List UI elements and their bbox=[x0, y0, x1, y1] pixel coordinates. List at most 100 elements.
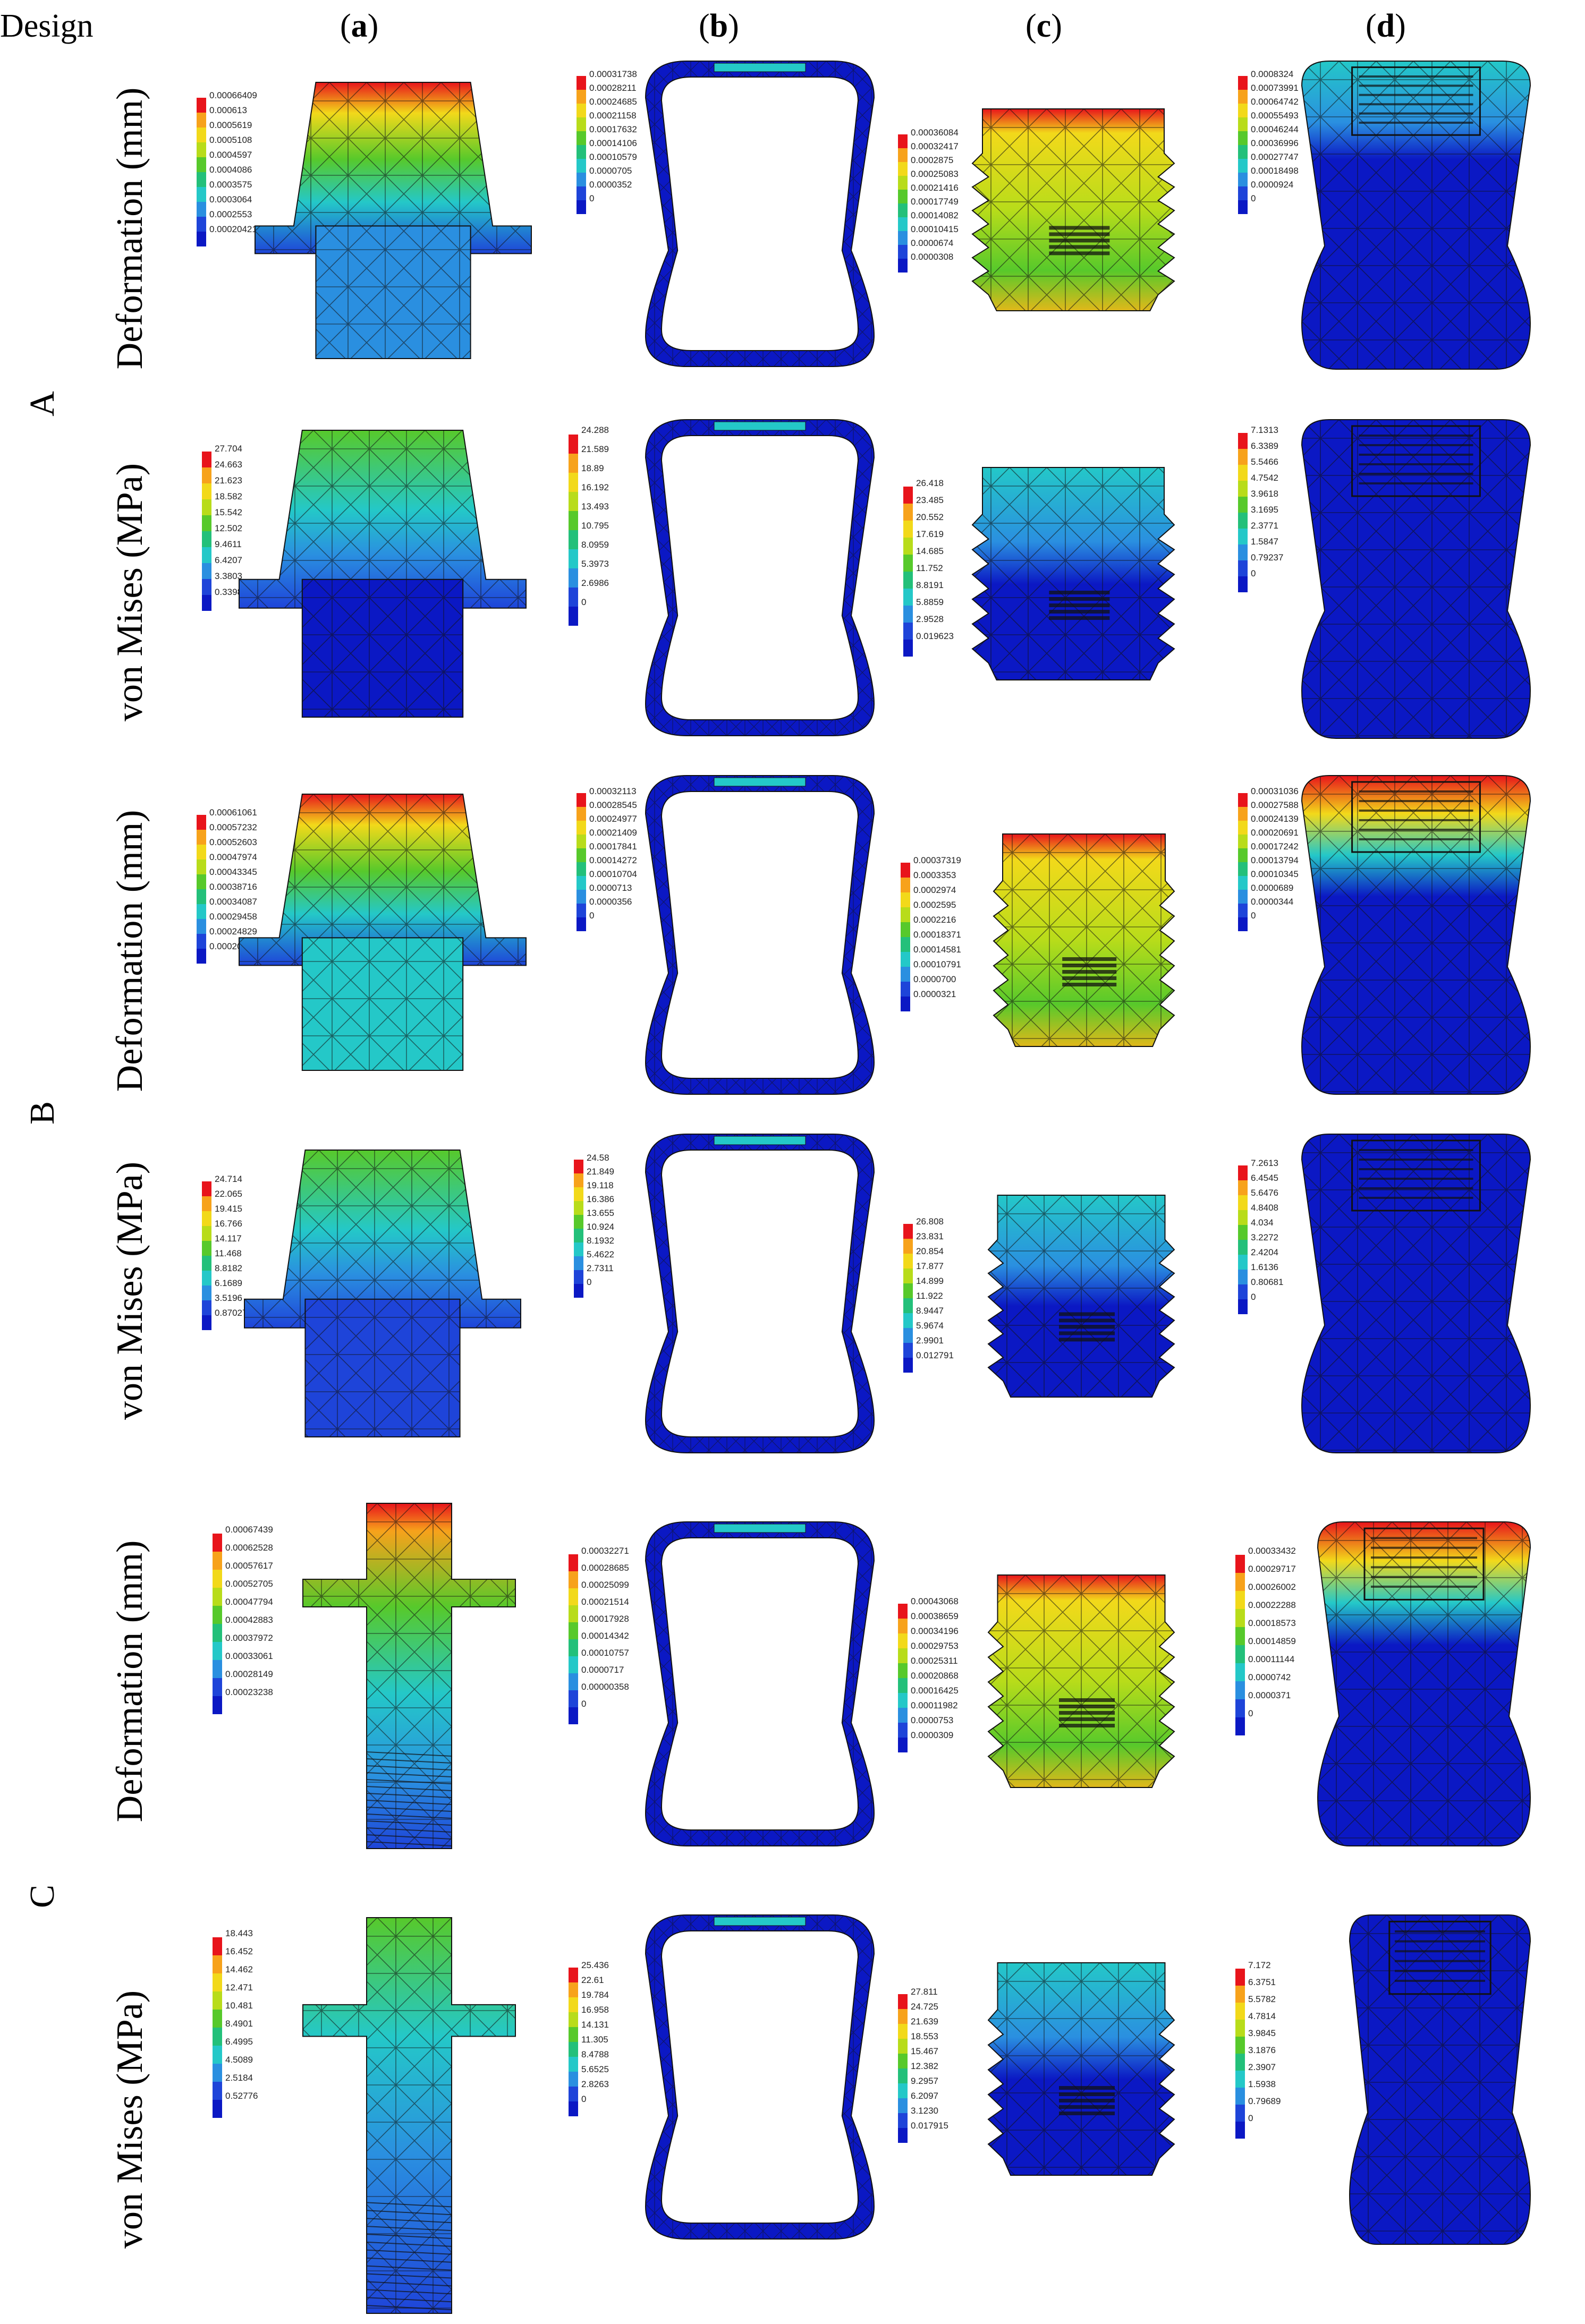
legend-color-chip bbox=[901, 997, 910, 1011]
legend-value: 0.00010345 bbox=[1251, 869, 1299, 879]
legend-value: 0.0004597 bbox=[209, 150, 252, 160]
legend-color-chip bbox=[202, 1181, 211, 1196]
legend-color-chip bbox=[569, 2027, 578, 2042]
legend-color-chip bbox=[202, 1196, 211, 1211]
implant-c-von-mises bbox=[987, 1962, 1175, 2176]
legend-color-chip bbox=[1238, 529, 1248, 544]
legend-color-chip bbox=[197, 172, 206, 187]
legend-value: 2.9901 bbox=[916, 1335, 944, 1346]
legend-color-chip bbox=[569, 2012, 578, 2027]
legend-value: 16.766 bbox=[215, 1219, 242, 1229]
legend-value: 18.582 bbox=[215, 491, 242, 501]
legend-value: 5.5466 bbox=[1251, 457, 1278, 467]
legend-value: 0 bbox=[1248, 2113, 1253, 2123]
row-label-b-deformation: Deformation (mm) bbox=[109, 810, 150, 1092]
legend-value: 20.552 bbox=[916, 512, 944, 522]
legend-value: 0.00024977 bbox=[589, 814, 637, 824]
legend-color-chip bbox=[577, 200, 586, 214]
legend-value: 0.0003575 bbox=[209, 180, 252, 190]
legend-value: 12.502 bbox=[215, 523, 242, 533]
legend-color-chip bbox=[569, 1588, 578, 1605]
legend-color-chip bbox=[213, 1570, 222, 1588]
legend-color-chip bbox=[898, 203, 908, 217]
legend-color-chip bbox=[1238, 497, 1248, 513]
legend-value: 11.922 bbox=[916, 1291, 943, 1301]
legend-color-chip bbox=[569, 1690, 578, 1707]
legend-value: 0.00014082 bbox=[911, 210, 959, 220]
legend-color-chip bbox=[213, 1588, 222, 1606]
legend-value: 0.00017841 bbox=[589, 841, 637, 852]
legend-color-chip bbox=[903, 1283, 913, 1298]
legend-value: 0.00021416 bbox=[911, 183, 959, 193]
legend-color-chip bbox=[903, 487, 913, 504]
abutment-c-deformation bbox=[302, 1503, 516, 1849]
legend-value: 0.00038659 bbox=[911, 1611, 959, 1621]
legend-value: 0.00017749 bbox=[911, 197, 959, 207]
legend-value: 6.3389 bbox=[1251, 441, 1278, 451]
legend-value: 0.00029717 bbox=[1248, 1564, 1296, 1574]
legend-color-chip bbox=[898, 1633, 908, 1648]
legend-color-chip bbox=[1238, 917, 1248, 931]
legend-color-chip bbox=[903, 589, 913, 606]
legend-color-chip bbox=[569, 1968, 578, 1982]
legend-color-chip bbox=[903, 572, 913, 589]
legend-color-chip bbox=[1238, 131, 1248, 145]
legend-value: 26.418 bbox=[916, 478, 944, 488]
legend-color-chip bbox=[197, 217, 206, 232]
legend-value: 0.00031036 bbox=[1251, 786, 1299, 796]
ring-c-deformation bbox=[645, 1521, 875, 1846]
legend-color-chip bbox=[1235, 1699, 1245, 1717]
implant-c-deformation bbox=[987, 1574, 1175, 1788]
legend-value: 11.468 bbox=[215, 1248, 242, 1258]
legend-value: 4.7814 bbox=[1248, 2011, 1276, 2021]
legend-value: 0.00024139 bbox=[1251, 814, 1299, 824]
legend-color-chip bbox=[898, 1604, 908, 1619]
legend-value: 0 bbox=[581, 2094, 587, 2104]
legend-value: 2.7311 bbox=[587, 1263, 614, 1273]
legend-value: 0.00052705 bbox=[225, 1579, 273, 1589]
legend-color-chip bbox=[1238, 1195, 1248, 1210]
legend-color-chip bbox=[577, 76, 586, 90]
legend-color-chip bbox=[202, 547, 211, 563]
legend-color-chip bbox=[569, 1554, 578, 1571]
legend-value: 0.0000321 bbox=[913, 989, 956, 999]
legend-color-chip bbox=[197, 142, 206, 157]
legend-color-chip bbox=[197, 202, 206, 217]
legend-value: 0.00018498 bbox=[1251, 166, 1299, 176]
legend-value: 22.065 bbox=[215, 1189, 242, 1199]
legend-value: 0.00033061 bbox=[225, 1651, 273, 1661]
legend-color-chip bbox=[213, 1552, 222, 1570]
legend-value: 6.4995 bbox=[225, 2037, 253, 2047]
legend-value: 22.61 bbox=[581, 1975, 604, 1985]
legend-color-chip bbox=[197, 934, 206, 949]
legend-color-chip bbox=[577, 131, 586, 145]
legend-value: 0.00010579 bbox=[589, 152, 637, 162]
legend-color-chip bbox=[197, 232, 206, 246]
legend-value: 8.8182 bbox=[215, 1263, 242, 1273]
legend-value: 5.3973 bbox=[581, 559, 609, 569]
legend-color-chip bbox=[898, 217, 908, 231]
legend-value: 0.00032113 bbox=[589, 786, 637, 796]
legend-color-chip bbox=[903, 1224, 913, 1239]
legend-value: 2.9528 bbox=[916, 614, 944, 624]
legend-color-chip bbox=[1238, 862, 1248, 876]
legend-color-chip bbox=[569, 1639, 578, 1656]
legend-value: 8.0959 bbox=[581, 540, 609, 550]
legend-color-chip bbox=[1238, 1299, 1248, 1314]
column-header-d: (d) bbox=[1366, 8, 1406, 44]
legend-value: 8.9447 bbox=[916, 1306, 944, 1316]
legend-value: 0.00057617 bbox=[225, 1561, 273, 1571]
legend-color-chip bbox=[213, 2028, 222, 2046]
legend-color-chip bbox=[574, 1201, 583, 1215]
legend-color-chip bbox=[197, 815, 206, 830]
legend-color-chip bbox=[1235, 2037, 1245, 2054]
legend-color-chip bbox=[903, 1313, 913, 1328]
legend-value: 16.958 bbox=[581, 2005, 609, 2015]
legend-color-chip bbox=[901, 952, 910, 967]
legend-value: 2.6986 bbox=[581, 578, 609, 588]
crown-b-von-mises bbox=[1301, 1134, 1531, 1453]
legend-value: 0 bbox=[1251, 1292, 1256, 1302]
legend-color-chip bbox=[577, 807, 586, 821]
legend-color-chip bbox=[898, 1693, 908, 1708]
legend-color-chip bbox=[577, 835, 586, 848]
